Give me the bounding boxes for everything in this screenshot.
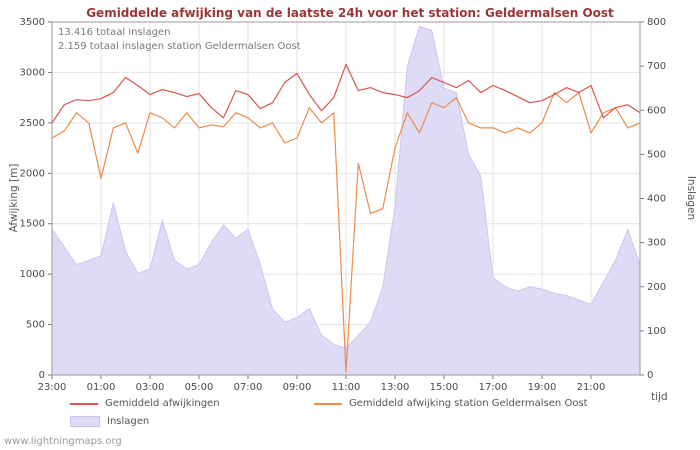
svg-text:300: 300 <box>647 238 666 249</box>
svg-text:0: 0 <box>647 370 653 381</box>
svg-text:1000: 1000 <box>20 269 45 280</box>
svg-text:17:00: 17:00 <box>479 382 508 393</box>
legend-swatch-strikes <box>70 416 100 427</box>
watermark: www.lightningmaps.org <box>4 436 122 447</box>
svg-text:05:00: 05:00 <box>185 382 214 393</box>
svg-text:3500: 3500 <box>20 17 45 28</box>
svg-text:500: 500 <box>647 149 666 160</box>
svg-text:2500: 2500 <box>20 118 45 129</box>
annotation-total-strikes: 13.416 totaal inslagen <box>58 27 171 38</box>
svg-text:200: 200 <box>647 282 666 293</box>
x-axis-label: tijd <box>651 391 668 403</box>
legend-item-avg-deviation: Gemiddeld afwijkingen <box>70 398 220 409</box>
legend-label-strikes: Inslagen <box>107 416 150 427</box>
svg-text:21:00: 21:00 <box>577 382 606 393</box>
legend-item-strikes: Inslagen <box>70 416 149 427</box>
legend-label-station-deviation: Gemiddeld afwijking station Geldermalsen… <box>349 398 588 409</box>
legend-label-avg-deviation: Gemiddeld afwijkingen <box>105 398 220 409</box>
svg-text:600: 600 <box>647 105 666 116</box>
svg-text:13:00: 13:00 <box>381 382 410 393</box>
svg-text:19:00: 19:00 <box>528 382 557 393</box>
svg-text:15:00: 15:00 <box>430 382 459 393</box>
svg-text:11:00: 11:00 <box>332 382 361 393</box>
svg-text:400: 400 <box>647 194 666 205</box>
svg-text:500: 500 <box>26 320 45 331</box>
svg-text:23:00: 23:00 <box>38 382 67 393</box>
svg-text:0: 0 <box>39 370 45 381</box>
y-axis-label-left: Afwijking [m] <box>8 163 20 233</box>
svg-text:01:00: 01:00 <box>87 382 116 393</box>
legend-swatch-station-deviation <box>314 402 342 405</box>
y-axis-label-right: Inslagen <box>685 175 697 221</box>
svg-text:03:00: 03:00 <box>136 382 165 393</box>
svg-text:100: 100 <box>647 326 666 337</box>
svg-text:2000: 2000 <box>20 168 45 179</box>
svg-text:1500: 1500 <box>20 219 45 230</box>
svg-text:09:00: 09:00 <box>283 382 312 393</box>
annotation-station-strikes: 2.159 totaal inslagen station Geldermals… <box>58 41 301 52</box>
svg-text:07:00: 07:00 <box>234 382 263 393</box>
chart-title: Gemiddelde afwijking van de laatste 24h … <box>86 6 614 20</box>
svg-text:700: 700 <box>647 61 666 72</box>
svg-text:3000: 3000 <box>20 67 45 78</box>
legend-swatch-avg-deviation <box>70 402 98 405</box>
legend-item-station-deviation: Gemiddeld afwijking station Geldermalsen… <box>314 398 588 409</box>
svg-text:800: 800 <box>647 17 666 28</box>
